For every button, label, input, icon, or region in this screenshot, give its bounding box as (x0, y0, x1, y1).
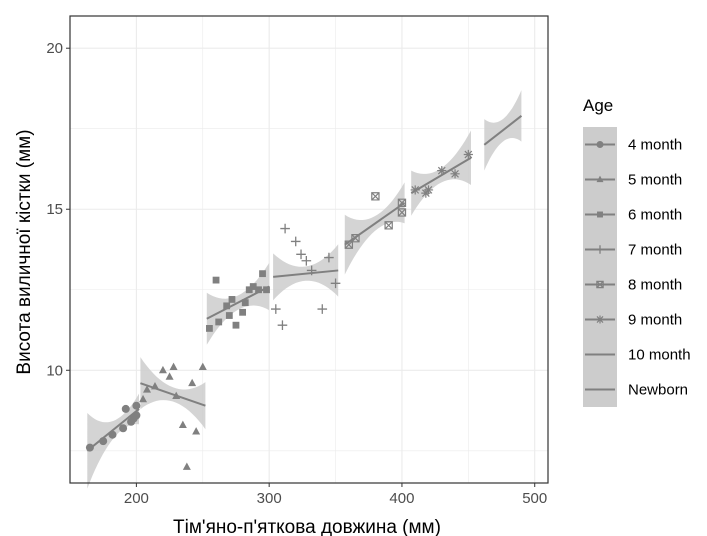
data-point (223, 302, 231, 310)
data-point (290, 236, 301, 247)
data-point (330, 278, 341, 289)
data-point (108, 430, 117, 439)
data-point (301, 255, 312, 266)
legend-key-marker (596, 141, 604, 148)
data-point (277, 320, 288, 330)
data-point (463, 149, 473, 160)
data-point (150, 381, 159, 390)
legend-key-marker (596, 280, 604, 289)
legend-key-marker (597, 211, 603, 218)
data-point (397, 198, 407, 207)
data-point (143, 385, 152, 393)
data-point (225, 312, 233, 319)
data-point (198, 362, 207, 371)
panel-frame (69, 15, 549, 484)
data-point (351, 234, 360, 243)
ribbon-6-month (206, 262, 270, 345)
fit-line-9-month (410, 156, 472, 194)
legend-label: 4 month (628, 137, 682, 154)
data-point (228, 296, 236, 303)
data-point (263, 286, 270, 294)
data-point (245, 286, 253, 294)
x-tick-label: 400 (389, 490, 414, 507)
y-axis-title: Висота виличної кістки (мм) (14, 129, 35, 374)
data-point (182, 462, 191, 470)
legend-key-marker (596, 175, 604, 183)
data-point (121, 404, 130, 413)
data-point (85, 443, 94, 452)
data-point (410, 185, 420, 195)
data-point (206, 325, 213, 332)
data-point (215, 318, 223, 326)
data-point (239, 308, 247, 316)
fit-line-10-month (483, 115, 523, 146)
data-point (371, 192, 380, 201)
data-point (280, 223, 290, 234)
y-tick-label: 20 (46, 40, 63, 57)
x-tick-label: 200 (124, 490, 149, 507)
data-point (296, 249, 306, 260)
x-tick-label: 300 (257, 490, 282, 507)
data-point (255, 286, 262, 294)
fit-line-4-month (86, 408, 140, 452)
y-tick-label: 10 (46, 362, 63, 379)
panel-border (69, 15, 549, 484)
x-axis-title: Тім'яно-п'яткова довжина (мм) (173, 517, 441, 536)
data-point (324, 252, 334, 263)
legend-label: 7 month (628, 242, 682, 259)
ribbon-5-month (140, 357, 206, 430)
legend-label: 9 month (628, 312, 682, 329)
legend-label: Newborn (628, 382, 688, 399)
data-point (139, 394, 148, 403)
fit-line-7-month (273, 269, 339, 278)
legend-label: 6 month (628, 207, 682, 224)
ribbon-7-month (273, 244, 339, 301)
data-point (165, 372, 174, 380)
data-point (271, 304, 281, 314)
legend-key-marker (595, 315, 605, 324)
panel-background (70, 16, 548, 483)
data-point (192, 427, 201, 435)
legend-label: 5 month (628, 172, 682, 189)
data-point (306, 265, 317, 276)
legend: Age 4 month 5 month 6 month 7 month 8 month 9… (583, 96, 691, 407)
data-point (259, 270, 266, 278)
legend-label: 8 month (628, 277, 682, 294)
legend-label: 10 month (628, 347, 691, 364)
data-point (450, 169, 460, 179)
data-point (99, 437, 108, 446)
data-point (158, 365, 167, 374)
data-points (85, 149, 473, 470)
data-point (188, 378, 197, 387)
data-point (344, 240, 354, 249)
ribbon-8-month (344, 182, 405, 275)
data-point (132, 401, 141, 410)
data-point (241, 299, 249, 307)
y-tick-label: 15 (46, 201, 63, 218)
legend-title: Age (583, 96, 613, 115)
data-point (119, 424, 128, 433)
data-point (172, 391, 181, 400)
data-point (169, 362, 178, 371)
data-point (132, 411, 141, 420)
legend-key-marker (595, 245, 605, 254)
fit-line-5-month (140, 382, 206, 407)
plot-panel (70, 16, 548, 483)
data-point (423, 185, 434, 195)
data-point (384, 221, 393, 230)
data-point (178, 420, 187, 429)
axis-ticks: 200 300 400 500 10 15 20 (46, 40, 547, 507)
ribbon-4-month (87, 393, 139, 489)
grid-lines (69, 16, 548, 483)
data-point (232, 321, 240, 329)
data-point (317, 304, 328, 314)
data-point (437, 165, 447, 176)
data-point (397, 208, 407, 217)
data-point (212, 276, 220, 284)
data-point (249, 283, 257, 290)
x-tick-label: 500 (522, 490, 547, 507)
